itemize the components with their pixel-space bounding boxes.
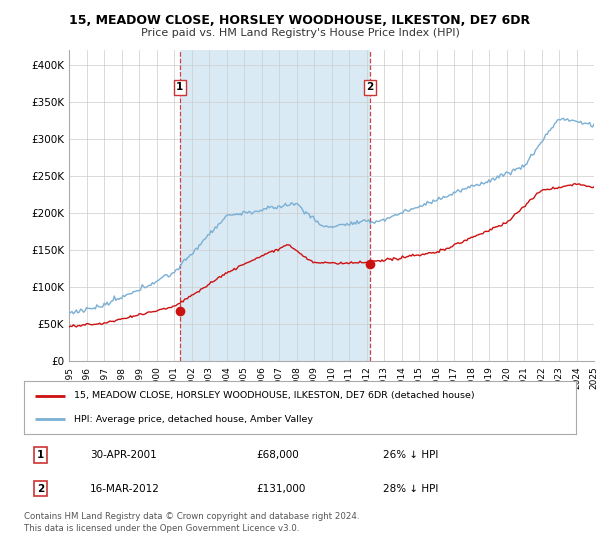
Text: 15, MEADOW CLOSE, HORSLEY WOODHOUSE, ILKESTON, DE7 6DR (detached house): 15, MEADOW CLOSE, HORSLEY WOODHOUSE, ILK… [74,391,475,400]
Text: 15, MEADOW CLOSE, HORSLEY WOODHOUSE, ILKESTON, DE7 6DR: 15, MEADOW CLOSE, HORSLEY WOODHOUSE, ILK… [70,14,530,27]
Text: 30-APR-2001: 30-APR-2001 [90,450,157,460]
Text: 2: 2 [37,484,44,493]
Text: £68,000: £68,000 [256,450,299,460]
Text: 16-MAR-2012: 16-MAR-2012 [90,484,160,493]
Text: 2: 2 [367,82,374,92]
Text: Price paid vs. HM Land Registry's House Price Index (HPI): Price paid vs. HM Land Registry's House … [140,28,460,38]
Text: 26% ↓ HPI: 26% ↓ HPI [383,450,438,460]
Text: Contains HM Land Registry data © Crown copyright and database right 2024.
This d: Contains HM Land Registry data © Crown c… [24,512,359,533]
Text: 28% ↓ HPI: 28% ↓ HPI [383,484,438,493]
Text: HPI: Average price, detached house, Amber Valley: HPI: Average price, detached house, Ambe… [74,414,313,423]
Text: 1: 1 [37,450,44,460]
Text: 1: 1 [176,82,184,92]
Text: £131,000: £131,000 [256,484,305,493]
Bar [180,50,370,361]
